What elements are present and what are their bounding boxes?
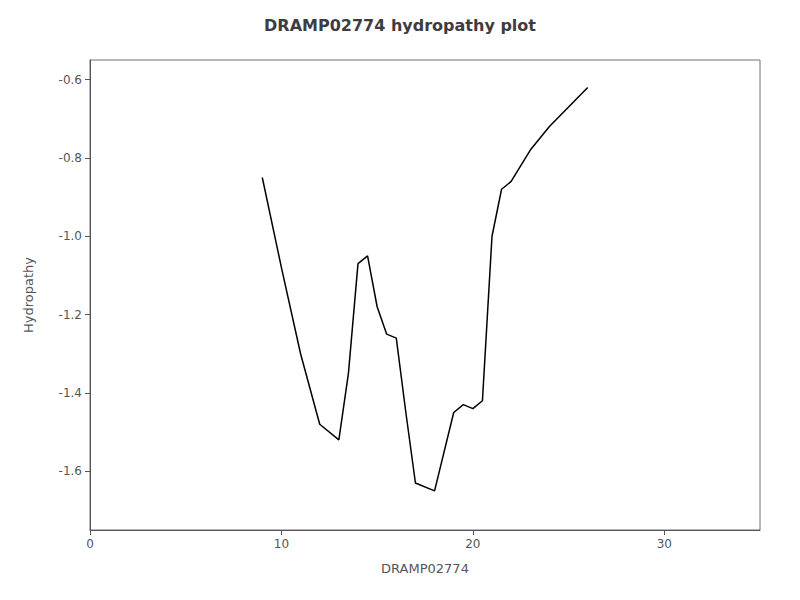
svg-text:Hydropathy: Hydropathy [21, 257, 36, 333]
svg-text:10: 10 [274, 537, 289, 551]
svg-text:-0.6: -0.6 [59, 73, 82, 87]
svg-text:-1.2: -1.2 [59, 308, 82, 322]
svg-text:20: 20 [465, 537, 480, 551]
svg-text:0: 0 [86, 537, 94, 551]
svg-text:30: 30 [657, 537, 672, 551]
svg-text:-0.8: -0.8 [59, 151, 82, 165]
svg-text:DRAMP02774 hydropathy plot: DRAMP02774 hydropathy plot [264, 16, 536, 35]
svg-text:-1.0: -1.0 [59, 229, 82, 243]
svg-text:-1.4: -1.4 [59, 386, 82, 400]
svg-text:DRAMP02774: DRAMP02774 [381, 561, 469, 576]
svg-text:-1.6: -1.6 [59, 464, 82, 478]
